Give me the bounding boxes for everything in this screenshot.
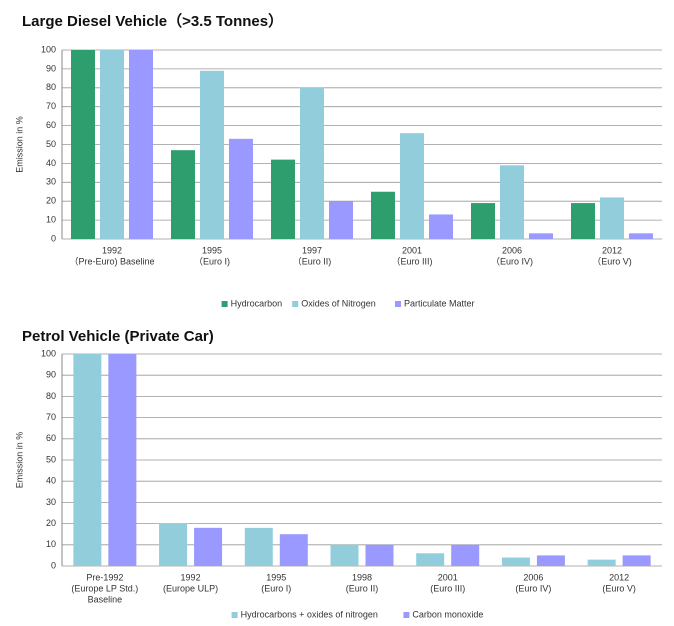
- bar: [471, 203, 495, 239]
- legend-swatch: [292, 301, 299, 307]
- legend-label: Hydrocarbon: [231, 298, 283, 308]
- x-tick-label: (Euro V): [602, 583, 636, 593]
- x-tick-label: （Euro I): [194, 256, 230, 266]
- x-tick-label: (Euro IV): [515, 583, 551, 593]
- x-tick-label: （Euro IV): [491, 256, 533, 266]
- legend-swatch: [403, 612, 410, 618]
- legend-label: Particulate Matter: [404, 298, 475, 308]
- bar: [100, 50, 124, 239]
- y-tick-label: 70: [46, 412, 56, 422]
- y-tick-label: 40: [46, 476, 56, 486]
- y-tick-label: 20: [46, 196, 56, 206]
- bar: [171, 150, 195, 239]
- x-tick-label: Pre-1992: [86, 572, 123, 582]
- y-axis-label: Emission in %: [14, 432, 24, 489]
- y-tick-label: 90: [46, 63, 56, 73]
- bar: [501, 557, 530, 566]
- x-tick-label: 1995: [266, 572, 286, 582]
- bar: [416, 553, 445, 566]
- bar: [229, 138, 253, 239]
- x-tick-label: 1997: [302, 245, 322, 255]
- bar: [371, 191, 395, 239]
- y-tick-label: 0: [51, 233, 56, 243]
- y-tick-label: 90: [46, 370, 56, 380]
- x-tick-label: 1998: [352, 572, 372, 582]
- bar: [629, 233, 653, 239]
- bar: [329, 201, 353, 239]
- bar: [330, 544, 359, 566]
- legend-label: Oxides of Nitrogen: [301, 298, 376, 308]
- y-tick-label: 0: [51, 560, 56, 570]
- x-tick-label: 2012: [602, 245, 622, 255]
- y-tick-label: 20: [46, 518, 56, 528]
- x-tick-label: (Euro III): [430, 583, 465, 593]
- x-tick-label: 1992: [181, 572, 201, 582]
- y-tick-label: 60: [46, 433, 56, 443]
- y-tick-label: 60: [46, 120, 56, 130]
- bar: [365, 544, 394, 566]
- y-axis-label: Emission in %: [14, 116, 24, 173]
- y-tick-label: 80: [46, 391, 56, 401]
- y-tick-label: 70: [46, 101, 56, 111]
- x-tick-label: (Europe LP Std.): [71, 583, 138, 593]
- x-tick-label: Baseline: [88, 594, 123, 604]
- y-tick-label: 100: [41, 348, 56, 358]
- y-tick-label: 100: [41, 44, 56, 54]
- y-tick-label: 30: [46, 177, 56, 187]
- bar: [279, 534, 308, 566]
- x-tick-label: (Euro I): [261, 583, 291, 593]
- y-tick-label: 40: [46, 158, 56, 168]
- chart-title: Petrol Vehicle (Private Car): [22, 328, 214, 345]
- y-tick-label: 50: [46, 139, 56, 149]
- bar: [71, 50, 95, 239]
- x-tick-label: 2006: [523, 572, 543, 582]
- x-tick-label: 2001: [438, 572, 458, 582]
- x-tick-label: （Euro II): [293, 256, 332, 266]
- x-tick-label: 1995: [202, 245, 222, 255]
- chart-title: Large Diesel Vehicle（>3.5 Tonnes）: [22, 12, 283, 30]
- bar: [571, 203, 595, 239]
- y-tick-label: 80: [46, 82, 56, 92]
- y-tick-label: 30: [46, 497, 56, 507]
- bar: [244, 527, 273, 566]
- bar: [536, 555, 565, 566]
- x-tick-label: 2012: [609, 572, 629, 582]
- bar: [429, 214, 453, 239]
- x-tick-label: （Euro V): [592, 256, 632, 266]
- bar: [451, 544, 480, 566]
- bar: [73, 354, 102, 566]
- legend-swatch: [231, 612, 238, 618]
- bar: [600, 197, 624, 239]
- bar: [271, 159, 295, 239]
- bar: [194, 527, 223, 566]
- x-tick-label: 1992: [102, 245, 122, 255]
- bar: [300, 87, 324, 239]
- bar: [400, 133, 424, 239]
- y-tick-label: 50: [46, 454, 56, 464]
- bar: [200, 70, 224, 239]
- y-tick-label: 10: [46, 539, 56, 549]
- bar: [108, 354, 137, 566]
- bar: [159, 523, 188, 566]
- bar: [622, 555, 651, 566]
- bar: [129, 50, 153, 239]
- bar: [500, 165, 524, 239]
- y-tick-label: 10: [46, 214, 56, 224]
- x-tick-label: （Pre-Euro) Baseline: [69, 256, 154, 266]
- legend-label: Carbon monoxide: [412, 609, 483, 619]
- x-tick-label: 2006: [502, 245, 522, 255]
- x-tick-label: 2001: [402, 245, 422, 255]
- legend-swatch: [221, 301, 228, 307]
- x-tick-label: (Europe ULP): [163, 583, 218, 593]
- x-tick-label: （Euro III): [391, 256, 432, 266]
- bar: [587, 559, 616, 566]
- legend-label: Hydrocarbons + oxides of nitrogen: [241, 609, 378, 619]
- legend-swatch: [395, 301, 401, 307]
- bar: [529, 233, 553, 239]
- x-tick-label: (Euro II): [346, 583, 379, 593]
